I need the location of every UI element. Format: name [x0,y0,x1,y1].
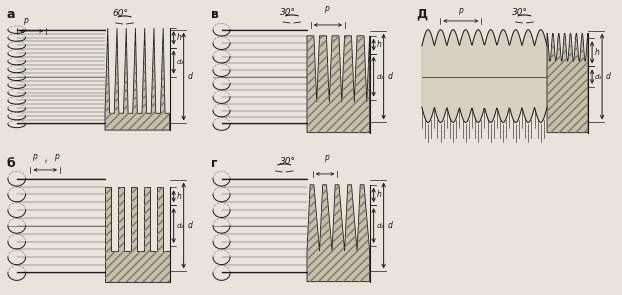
Text: г: г [211,157,218,170]
Text: d: d [188,221,193,230]
Text: h: h [377,191,381,199]
Polygon shape [307,36,369,133]
Polygon shape [105,28,170,130]
Polygon shape [105,187,170,282]
Text: d: d [388,72,392,81]
Text: p: p [53,152,58,161]
Text: б: б [6,157,15,170]
Text: d₁: d₁ [177,222,184,229]
Text: d₁: d₁ [377,222,384,229]
Text: Д: Д [417,8,428,21]
Text: p: p [32,152,37,161]
Text: p: p [323,153,328,162]
Text: h: h [177,33,182,42]
Text: d₁: d₁ [177,59,184,65]
Text: 30°: 30° [280,157,296,166]
Text: h: h [177,192,182,201]
Polygon shape [547,33,588,133]
Text: p: p [23,16,27,25]
Text: в: в [211,8,219,21]
Text: t: t [44,159,46,164]
Text: d₁: d₁ [595,73,602,80]
Text: h: h [377,40,381,49]
Text: p: p [458,6,463,15]
Text: 60°: 60° [113,9,129,18]
Text: 30°: 30° [280,8,296,17]
Text: d: d [606,72,611,81]
Polygon shape [307,185,369,282]
Text: d: d [188,72,193,81]
Text: 30°: 30° [513,8,528,17]
Text: d₁: d₁ [377,73,384,80]
Text: d: d [388,221,392,230]
Text: а: а [6,8,14,21]
Text: h: h [595,48,600,57]
Text: p: p [323,4,328,13]
Polygon shape [422,30,547,122]
